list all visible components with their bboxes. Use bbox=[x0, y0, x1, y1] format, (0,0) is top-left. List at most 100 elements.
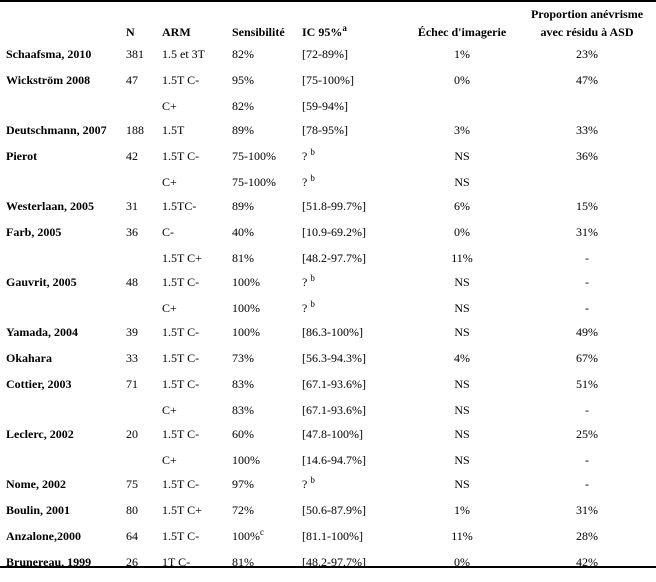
cell-ic: [48.2-97.7%] bbox=[302, 252, 402, 276]
cell-study: Gauvrit, 2005 bbox=[6, 276, 126, 302]
cell-prop: 36% bbox=[522, 150, 652, 176]
cell-study: Schaafsma, 2010 bbox=[6, 48, 126, 74]
cell-sens: 100% bbox=[232, 302, 302, 326]
cell-prop: 31% bbox=[522, 226, 652, 252]
cell-arm: C+ bbox=[162, 302, 232, 326]
cell-sens: 81% bbox=[232, 556, 302, 582]
cell-study: Boulin, 2001 bbox=[6, 504, 126, 530]
cell-arm: 1T C- bbox=[162, 556, 232, 582]
cell-fail: 11% bbox=[402, 530, 522, 556]
col-prop-line2: avec résidu à ASD bbox=[522, 26, 652, 48]
cell-prop: - bbox=[522, 302, 652, 326]
cell-sens: 40% bbox=[232, 226, 302, 252]
cell-n: 71 bbox=[126, 378, 162, 404]
cell-sens: 60% bbox=[232, 428, 302, 454]
table-row: C+100%? bNS- bbox=[6, 302, 652, 326]
cell-ic: [86.3-100%] bbox=[302, 326, 402, 352]
table-row: Leclerc, 2002201.5T C-60%[47.8-100%]NS25… bbox=[6, 428, 652, 454]
cell-arm: 1.5T C+ bbox=[162, 504, 232, 530]
cell-prop: - bbox=[522, 454, 652, 478]
cell-n: 31 bbox=[126, 200, 162, 226]
table-row: Cottier, 2003711.5T C-83%[67.1-93.6%]NS5… bbox=[6, 378, 652, 404]
cell-fail: 3% bbox=[402, 124, 522, 150]
cell-n: 64 bbox=[126, 530, 162, 556]
cell-study: Farb, 2005 bbox=[6, 226, 126, 252]
cell-prop: 28% bbox=[522, 530, 652, 556]
table-row: Farb, 200536C-40%[10.9-69.2%]0%31% bbox=[6, 226, 652, 252]
cell-n: 20 bbox=[126, 428, 162, 454]
cell-ic: ? b bbox=[302, 176, 402, 200]
cell-prop: 51% bbox=[522, 378, 652, 404]
cell-n: 39 bbox=[126, 326, 162, 352]
cell-study bbox=[6, 404, 126, 428]
cell-n bbox=[126, 252, 162, 276]
cell-fail: 6% bbox=[402, 200, 522, 226]
cell-fail: NS bbox=[402, 404, 522, 428]
table-row: Nome, 2002751.5T C-97%? bNS- bbox=[6, 478, 652, 504]
cell-fail: 4% bbox=[402, 352, 522, 378]
cell-study: Brunereau, 1999 bbox=[6, 556, 126, 582]
cell-prop bbox=[522, 100, 652, 124]
cell-prop: - bbox=[522, 276, 652, 302]
cell-sens: 72% bbox=[232, 504, 302, 530]
table-row: Deutschmann, 20071881.5T89%[78-95%]3%33% bbox=[6, 124, 652, 150]
cell-fail: 1% bbox=[402, 504, 522, 530]
cell-sens: 75-100% bbox=[232, 150, 302, 176]
cell-arm: 1.5T C- bbox=[162, 74, 232, 100]
table-row: Brunereau, 1999261T C-81%[48.2-97.7%]0%4… bbox=[6, 556, 652, 582]
cell-arm: C+ bbox=[162, 404, 232, 428]
col-echec: Échec d'imagerie bbox=[402, 26, 522, 48]
col-sens: Sensibilité bbox=[232, 26, 302, 48]
cell-ic: [67.1-93.6%] bbox=[302, 404, 402, 428]
cell-fail: NS bbox=[402, 378, 522, 404]
cell-sens: 89% bbox=[232, 124, 302, 150]
cell-n bbox=[126, 404, 162, 428]
cell-ic: [78-95%] bbox=[302, 124, 402, 150]
cell-arm: 1.5T bbox=[162, 124, 232, 150]
cell-n bbox=[126, 454, 162, 478]
cell-sens: 73% bbox=[232, 352, 302, 378]
table-row: Westerlaan, 2005311.5TC-89%[51.8-99.7%]6… bbox=[6, 200, 652, 226]
cell-study bbox=[6, 252, 126, 276]
cell-arm: C- bbox=[162, 226, 232, 252]
table-row: 1.5T C+81%[48.2-97.7%]11%- bbox=[6, 252, 652, 276]
cell-arm: 1.5T C- bbox=[162, 150, 232, 176]
cell-ic: [72-89%] bbox=[302, 48, 402, 74]
col-arm: ARM bbox=[162, 26, 232, 48]
cell-n: 26 bbox=[126, 556, 162, 582]
cell-prop: 49% bbox=[522, 326, 652, 352]
cell-study: Yamada, 2004 bbox=[6, 326, 126, 352]
cell-arm: 1.5T C+ bbox=[162, 252, 232, 276]
cell-sens: 83% bbox=[232, 404, 302, 428]
cell-ic: ? b bbox=[302, 150, 402, 176]
cell-sens: 97% bbox=[232, 478, 302, 504]
data-table: Proportion anévrisme N ARM Sensibilité I… bbox=[6, 8, 652, 582]
cell-sens: 89% bbox=[232, 200, 302, 226]
cell-ic: [51.8-99.7%] bbox=[302, 200, 402, 226]
col-prop-line1: Proportion anévrisme bbox=[522, 8, 652, 26]
cell-sens: 100% bbox=[232, 276, 302, 302]
cell-arm: 1.5T C- bbox=[162, 428, 232, 454]
cell-ic: [10.9-69.2%] bbox=[302, 226, 402, 252]
cell-prop: - bbox=[522, 404, 652, 428]
cell-prop: 25% bbox=[522, 428, 652, 454]
cell-study: Okahara bbox=[6, 352, 126, 378]
cell-fail: NS bbox=[402, 326, 522, 352]
cell-ic: ? b bbox=[302, 478, 402, 504]
cell-arm: 1.5 et 3T bbox=[162, 48, 232, 74]
table-body: Schaafsma, 20103811.5 et 3T82%[72-89%]1%… bbox=[6, 48, 652, 582]
table-row: C+75-100%? bNS bbox=[6, 176, 652, 200]
cell-sens: 82% bbox=[232, 48, 302, 74]
cell-study bbox=[6, 454, 126, 478]
cell-ic: [75-100%] bbox=[302, 74, 402, 100]
table-row: C+82%[59-94%] bbox=[6, 100, 652, 124]
cell-ic: [48.2-97.7%] bbox=[302, 556, 402, 582]
table-row: Pierot421.5T C-75-100%? bNS36% bbox=[6, 150, 652, 176]
cell-arm: C+ bbox=[162, 176, 232, 200]
col-ic-text: IC 95% bbox=[302, 25, 342, 39]
cell-n: 48 bbox=[126, 276, 162, 302]
cell-fail: 11% bbox=[402, 252, 522, 276]
cell-fail bbox=[402, 100, 522, 124]
cell-ic: [47.8-100%] bbox=[302, 428, 402, 454]
col-ic: IC 95%a bbox=[302, 26, 402, 48]
